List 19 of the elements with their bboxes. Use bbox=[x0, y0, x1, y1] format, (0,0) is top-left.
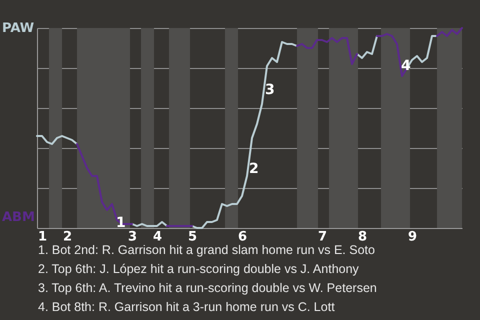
text: 3. Top 6th: A. Trevino hit a run-scoring double vs W. Petersen bbox=[38, 280, 377, 297]
text: 4. Bot 8th: R. Garrison hit a 3-run home run vs C. Lott bbox=[38, 299, 336, 316]
x-tick-label: 5 bbox=[188, 230, 198, 244]
text: ABM bbox=[2, 210, 35, 225]
x-tick-label: 6 bbox=[238, 230, 248, 244]
x-tick-label: 8 bbox=[358, 230, 368, 244]
text: 2. Top 6th: J. López hit a run-scoring double vs J. Anthony bbox=[38, 261, 360, 278]
annotation: 3 bbox=[265, 82, 275, 98]
x-tick-label: 3 bbox=[128, 230, 138, 244]
annotation: 1 bbox=[116, 215, 126, 231]
x-tick-label: 4 bbox=[152, 230, 162, 244]
annotation: 2 bbox=[249, 161, 259, 177]
x-tick-label: 7 bbox=[318, 230, 328, 244]
annotation: 4 bbox=[401, 58, 411, 74]
x-tick-label: 1 bbox=[38, 230, 48, 244]
x-tick-label: 9 bbox=[408, 230, 418, 244]
text: 1. Bot 2nd: R. Garrison hit a grand slam home run vs E. Soto bbox=[38, 242, 376, 259]
text: PAW bbox=[2, 21, 34, 36]
x-tick-label: 2 bbox=[62, 230, 72, 244]
